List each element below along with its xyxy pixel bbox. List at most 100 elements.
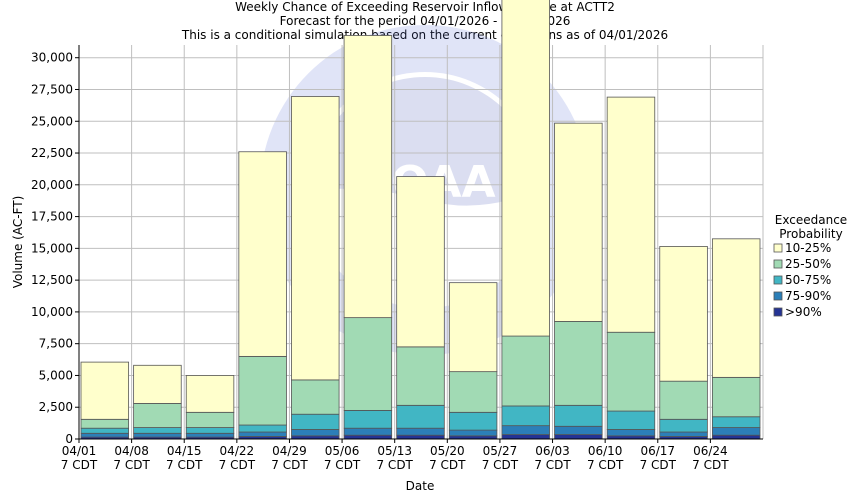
bar-segment bbox=[501, 405, 550, 427]
bar-segment bbox=[396, 427, 445, 436]
legend-title-line-2: Probability bbox=[779, 227, 842, 241]
x-tick-time-label: 7 CDT bbox=[429, 458, 466, 472]
bar-segment bbox=[501, 335, 550, 407]
bar-segment bbox=[711, 376, 761, 418]
legend-label: 25-50% bbox=[785, 257, 831, 271]
y-tick-label: 5,000 bbox=[39, 368, 73, 382]
x-tick-time-label: 7 CDT bbox=[534, 458, 571, 472]
bar-segment bbox=[291, 379, 340, 415]
x-tick-date-label: 06/10 bbox=[588, 444, 623, 458]
legend: Exceedance Probability 10-25% 25-50% 50-75… bbox=[773, 213, 847, 319]
bar-segment bbox=[133, 364, 182, 404]
bar-segment bbox=[343, 35, 393, 319]
bar-segment bbox=[554, 122, 603, 322]
bar-segment bbox=[554, 434, 603, 440]
bar-segment bbox=[711, 416, 761, 428]
bar-segment bbox=[238, 151, 287, 357]
bar-segment bbox=[80, 361, 130, 420]
y-tick-label: 22,500 bbox=[31, 146, 73, 160]
x-tick-date-label: 05/06 bbox=[325, 444, 360, 458]
bar-segment bbox=[659, 431, 708, 437]
bar-segment bbox=[291, 429, 340, 437]
bar-segment bbox=[343, 410, 393, 429]
bar-segment bbox=[238, 355, 287, 426]
legend-label: 50-75% bbox=[785, 273, 831, 287]
bar-segment bbox=[606, 410, 656, 430]
bar-segment bbox=[501, 434, 550, 440]
bar-segment bbox=[133, 432, 182, 438]
bar-segment bbox=[659, 246, 708, 382]
y-tick-label: 25,000 bbox=[31, 114, 73, 128]
x-axis-title: Date bbox=[406, 479, 435, 493]
x-tick-date-label: 06/17 bbox=[640, 444, 675, 458]
y-tick-label: 2,500 bbox=[39, 400, 73, 414]
bar-segment bbox=[396, 404, 445, 429]
y-tick-label: 20,000 bbox=[31, 178, 73, 192]
bar-segment bbox=[291, 96, 340, 381]
bar-segment bbox=[396, 176, 445, 348]
x-tick-time-label: 7 CDT bbox=[376, 458, 413, 472]
bar-segment bbox=[133, 403, 182, 428]
bar-segment bbox=[501, 0, 550, 337]
y-tick-label: 0 bbox=[65, 432, 73, 446]
bar-segment bbox=[238, 424, 287, 433]
x-tick-time-label: 7 CDT bbox=[482, 458, 519, 472]
x-tick-time-label: 7 CDT bbox=[61, 458, 98, 472]
y-tick-label: 15,000 bbox=[31, 241, 73, 255]
x-tick-date-label: 04/15 bbox=[167, 444, 202, 458]
bar-segment bbox=[396, 346, 445, 406]
y-tick-label: 17,500 bbox=[31, 210, 73, 224]
bar-segment bbox=[659, 380, 708, 420]
legend-swatch bbox=[773, 243, 783, 253]
bar-segment bbox=[396, 434, 445, 440]
bar-segment bbox=[343, 317, 393, 411]
chart-subtitle: Forecast for the period 04/01/2026 - 06/… bbox=[280, 14, 571, 28]
bar-segment bbox=[343, 434, 393, 440]
bars bbox=[80, 0, 761, 440]
bar-segment bbox=[554, 321, 603, 406]
legend-swatch bbox=[773, 291, 783, 301]
x-tick-date-label: 05/27 bbox=[483, 444, 518, 458]
x-tick-time-label: 7 CDT bbox=[324, 458, 361, 472]
bar-segment bbox=[711, 434, 761, 440]
x-tick-time-label: 7 CDT bbox=[166, 458, 203, 472]
x-tick-date-label: 04/08 bbox=[114, 444, 149, 458]
x-tick-date-label: 04/22 bbox=[220, 444, 255, 458]
legend-title-line-1: Exceedance bbox=[775, 213, 847, 227]
y-tick-label: 12,500 bbox=[31, 273, 73, 287]
y-axis-ticks: 0 2,500 5,000 7,500 10,000 12,500 15,000 17,500… bbox=[31, 51, 79, 446]
bar-segment bbox=[133, 427, 182, 434]
x-tick-date-label: 05/20 bbox=[430, 444, 465, 458]
x-tick-date-label: 04/29 bbox=[272, 444, 307, 458]
bar-segment bbox=[554, 404, 603, 427]
x-tick-date-label: 04/01 bbox=[62, 444, 97, 458]
x-tick-date-label: 05/13 bbox=[377, 444, 412, 458]
bar-segment bbox=[448, 411, 498, 431]
bar-segment bbox=[501, 425, 550, 435]
bar-segment bbox=[448, 429, 498, 437]
legend-label: 10-25% bbox=[785, 241, 831, 255]
bar-segment bbox=[659, 418, 708, 433]
bar-segment bbox=[711, 427, 761, 436]
legend-label: >90% bbox=[785, 305, 822, 319]
x-tick-time-label: 7 CDT bbox=[640, 458, 677, 472]
y-tick-label: 7,500 bbox=[39, 337, 73, 351]
bar-segment bbox=[80, 427, 130, 434]
bar-segment bbox=[343, 427, 393, 436]
bar-segment bbox=[448, 371, 498, 413]
x-tick-time-label: 7 CDT bbox=[692, 458, 729, 472]
bar-segment bbox=[606, 331, 656, 412]
legend-swatch bbox=[773, 259, 783, 269]
bar-segment bbox=[291, 413, 340, 430]
bar-segment bbox=[711, 238, 761, 378]
bar-segment bbox=[606, 96, 656, 333]
x-tick-date-label: 06/24 bbox=[693, 444, 728, 458]
x-tick-time-label: 7 CDT bbox=[271, 458, 308, 472]
bar-segment bbox=[554, 425, 603, 435]
y-tick-label: 27,500 bbox=[31, 82, 73, 96]
x-tick-time-label: 7 CDT bbox=[587, 458, 624, 472]
legend-swatch bbox=[773, 275, 783, 285]
bar-segment bbox=[448, 282, 498, 373]
x-tick-time-label: 7 CDT bbox=[113, 458, 150, 472]
